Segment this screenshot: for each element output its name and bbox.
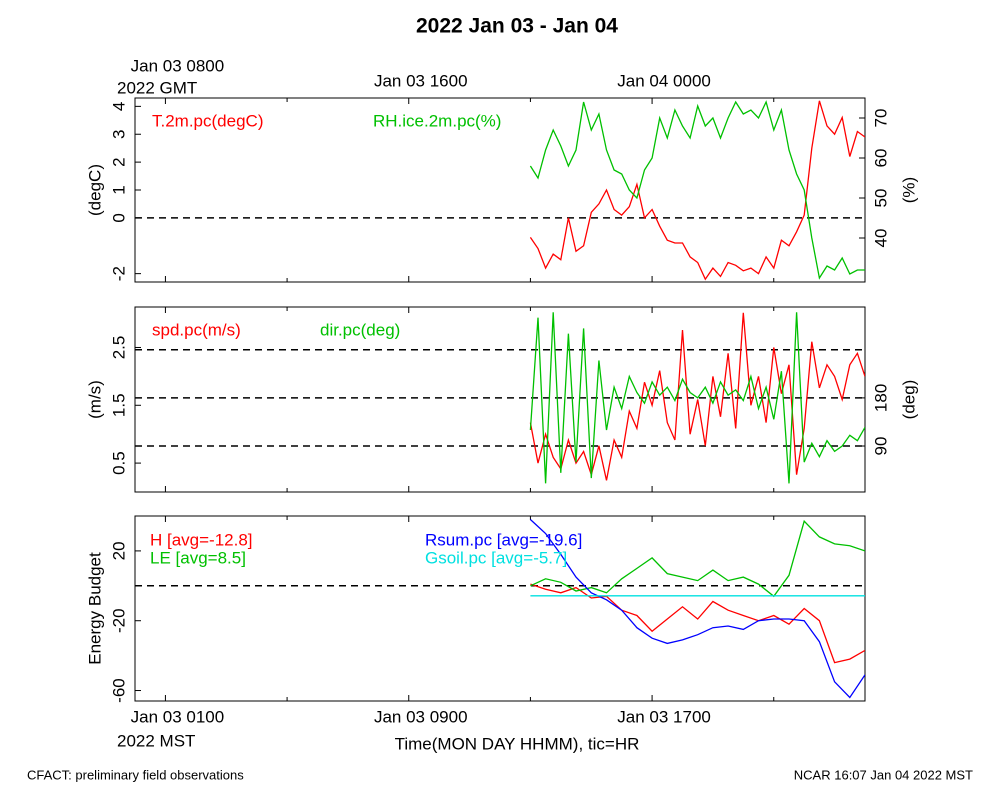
x-tick-label: Jan 03 0900: [374, 707, 468, 726]
x-tick-label: Jan 03 1700: [617, 707, 711, 726]
y-tick-label: 0: [109, 213, 128, 222]
y2-tick-label: 180: [871, 384, 890, 412]
x-sublabel: 2022 MST: [117, 731, 195, 750]
panel: -2 0 1 2 3 4 (degC) 40 50 60 70 (%) T.2m.pc(degC) RH.…: [85, 97, 918, 283]
y-tick-label: 0.5: [109, 451, 128, 475]
legend-label: H [avg=-12.8]: [150, 530, 253, 549]
data-line: [529, 100, 865, 281]
legend-label: spd.pc(m/s): [152, 320, 241, 339]
legend-label: dir.pc(deg): [320, 320, 400, 339]
y-axis-label: (m/s): [85, 380, 104, 419]
y-tick-label: 1.5: [109, 393, 128, 417]
data-line: [529, 100, 865, 280]
data-line: [530, 519, 865, 598]
y2-axis-label: (deg): [899, 380, 918, 420]
top-sublabel: 2022 GMT: [117, 78, 197, 97]
legend-label: LE [avg=8.5]: [150, 548, 246, 567]
plot-frame: [134, 306, 866, 493]
y-tick-label: -2: [109, 266, 128, 281]
legend-label: RH.ice.2m.pc(%): [373, 111, 501, 130]
legend-label: T.2m.pc(degC): [152, 111, 263, 130]
y-tick-label: 4: [109, 102, 128, 111]
y-axis-label: (degC): [85, 164, 104, 216]
y2-tick-label: 40: [871, 229, 890, 248]
y-tick-label: 2: [109, 157, 128, 166]
y-axis-label: Energy Budget: [85, 552, 104, 665]
data-line: [529, 312, 865, 481]
data-line: [529, 312, 865, 484]
panel: 0.5 1.5 2.5 (m/s) 90 180 (deg) spd.pc(m/s) dir.p…: [85, 306, 918, 493]
data-line: [530, 583, 865, 664]
x-axis-label: Time(MON DAY HHMM), tic=HR: [395, 734, 640, 753]
y-tick-label: -60: [109, 678, 128, 703]
y2-axis-label: (%): [899, 177, 918, 203]
top-tick-label: Jan 04 0000: [617, 71, 711, 90]
footer-right: NCAR 16:07 Jan 04 2022 MST: [794, 767, 973, 782]
data-line: [529, 519, 865, 699]
x-tick-label: Jan 03 0100: [131, 707, 225, 726]
y2-tick-label: 50: [871, 189, 890, 208]
legend-label: Rsum.pc [avg=-19.6]: [425, 530, 582, 549]
panel: -60 -20 20 Energy Budget H [avg=-12.8]LE [av…: [85, 515, 866, 703]
y-tick-label: 1: [109, 185, 128, 194]
y-tick-label: 20: [109, 541, 128, 560]
y-tick-label: -20: [109, 608, 128, 633]
y-tick-label: 2.5: [109, 336, 128, 360]
y-tick-label: 3: [109, 130, 128, 139]
y2-tick-label: 90: [871, 437, 890, 456]
y2-tick-label: 70: [871, 109, 890, 128]
legend-label: Gsoil.pc [avg=-5.7]: [425, 548, 567, 567]
top-tick-label: Jan 03 1600: [374, 71, 468, 90]
footer-left: CFACT: preliminary field observations: [27, 767, 244, 782]
chart-title: 2022 Jan 03 - Jan 04: [416, 15, 618, 38]
y2-tick-label: 60: [871, 149, 890, 168]
top-tick-label: Jan 03 0800: [131, 56, 225, 75]
plot-frame: [134, 515, 866, 702]
